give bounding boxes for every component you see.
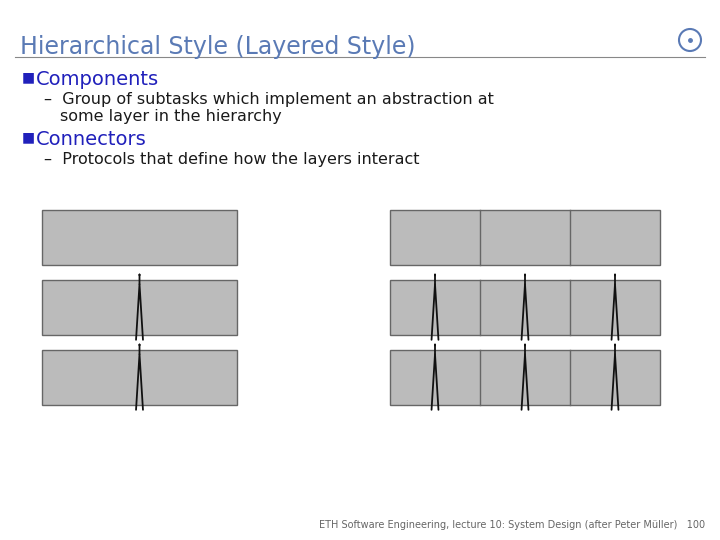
Text: ■: ■: [22, 70, 35, 84]
Text: ETH Software Engineering, lecture 10: System Design (after Peter Müller)   100: ETH Software Engineering, lecture 10: Sy…: [319, 520, 705, 530]
Bar: [390, 210, 660, 265]
Bar: [42, 210, 237, 265]
Bar: [390, 350, 660, 405]
Bar: [42, 350, 237, 405]
Text: ■: ■: [22, 130, 35, 144]
Text: Hierarchical Style (Layered Style): Hierarchical Style (Layered Style): [20, 35, 415, 59]
Text: –  Group of subtasks which implement an abstraction at: – Group of subtasks which implement an a…: [44, 92, 494, 107]
Text: –  Protocols that define how the layers interact: – Protocols that define how the layers i…: [44, 152, 420, 167]
Bar: [42, 280, 237, 335]
Bar: [390, 280, 660, 335]
Text: some layer in the hierarchy: some layer in the hierarchy: [60, 109, 282, 124]
Text: Connectors: Connectors: [36, 130, 147, 149]
Text: Components: Components: [36, 70, 159, 89]
